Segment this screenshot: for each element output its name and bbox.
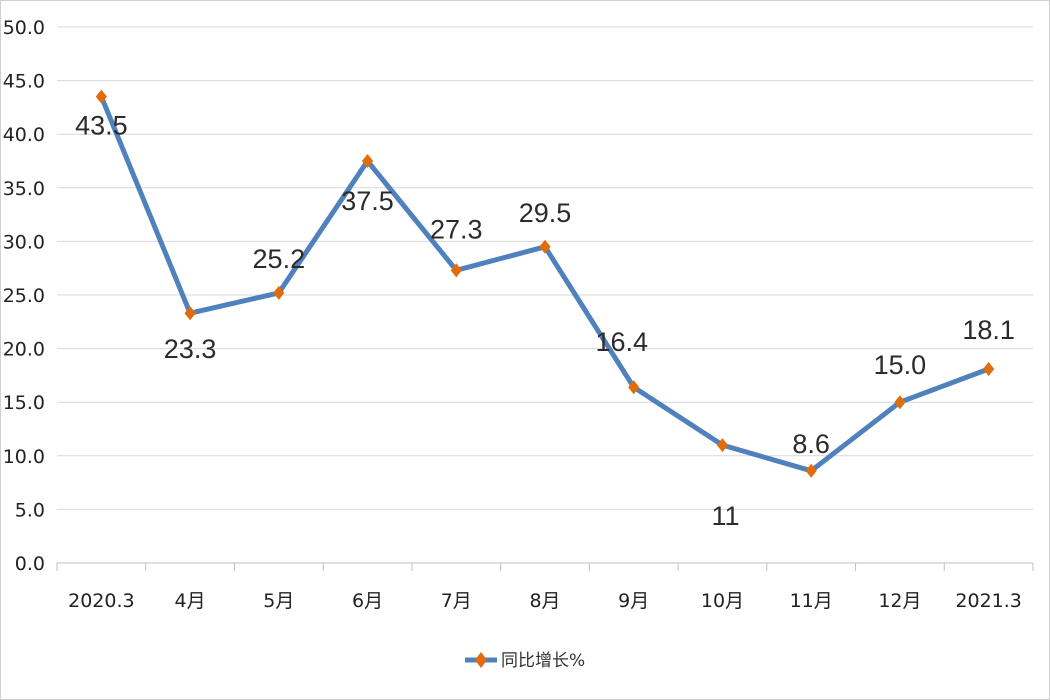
- legend-label: 同比增长%: [501, 651, 585, 671]
- y-axis-tick-labels: 0.0 5.0 10.0 15.0 20.0 25.0 30.0 35.0 40.0 45.0 50…: [3, 17, 45, 575]
- x-axis: [56, 562, 1034, 571]
- x-tick-label: 2020.3: [68, 590, 134, 612]
- data-label: 43.5: [75, 111, 128, 141]
- legend-marker-swatch: [475, 652, 487, 668]
- data-point-marker: [273, 285, 285, 300]
- data-label: 37.5: [341, 186, 394, 216]
- x-tick-label: 9月: [618, 590, 649, 612]
- y-tick-label: 15.0: [3, 392, 45, 414]
- x-tick-label: 10月: [701, 590, 744, 612]
- data-label: 29.5: [519, 198, 572, 228]
- y-tick-label: 0.0: [15, 553, 45, 575]
- x-tick-label: 8月: [529, 590, 560, 612]
- data-point-marker: [450, 263, 462, 278]
- data-point-marker: [361, 154, 374, 168]
- y-tick-label: 10.0: [3, 446, 45, 468]
- data-point-marker: [983, 361, 995, 376]
- x-tick-label: 12月: [878, 590, 921, 612]
- data-point-marker: [716, 438, 729, 453]
- data-label: 11: [711, 501, 739, 531]
- data-point-marker: [539, 239, 551, 254]
- y-tick-label: 5.0: [15, 499, 45, 521]
- data-label: 27.3: [430, 214, 483, 244]
- data-point-marker: [805, 463, 817, 478]
- gridlines: [57, 26, 1033, 510]
- data-label: 16.4: [595, 327, 648, 357]
- data-point-marker: [184, 306, 196, 321]
- x-axis-tick-labels: 2020.3 4月 5月 6月 7月 8月 9月 10月 11月 12月 2021.3: [68, 590, 1022, 612]
- data-point-marker: [894, 395, 906, 410]
- data-label: 18.1: [962, 315, 1015, 345]
- data-point-marker: [95, 89, 107, 104]
- y-tick-label: 30.0: [3, 231, 45, 253]
- data-label: 23.3: [164, 334, 217, 364]
- x-tick-label: 11月: [790, 590, 833, 612]
- y-tick-label: 50.0: [3, 17, 45, 39]
- data-point-marker: [628, 380, 640, 395]
- y-tick-label: 40.0: [3, 124, 45, 146]
- data-label: 25.2: [253, 244, 306, 274]
- data-label: 15.0: [874, 350, 927, 380]
- data-labels-group: 43.5 23.3 25.2 37.5 27.3 29.5 16.4 11 8.6 15.0 18.…: [75, 111, 1015, 531]
- x-tick-label: 2021.3: [955, 590, 1021, 612]
- x-tick-label: 4月: [175, 590, 206, 612]
- x-tick-label: 6月: [352, 590, 383, 612]
- y-tick-label: 20.0: [3, 339, 45, 361]
- y-tick-label: 45.0: [3, 71, 45, 93]
- y-tick-label: 35.0: [3, 178, 45, 200]
- data-label: 8.6: [792, 429, 830, 459]
- markers-group: [95, 89, 995, 478]
- legend: 同比增长%: [465, 651, 585, 671]
- x-tick-label: 7月: [441, 590, 472, 612]
- y-tick-label: 25.0: [3, 285, 45, 307]
- x-tick-label: 5月: [263, 590, 294, 612]
